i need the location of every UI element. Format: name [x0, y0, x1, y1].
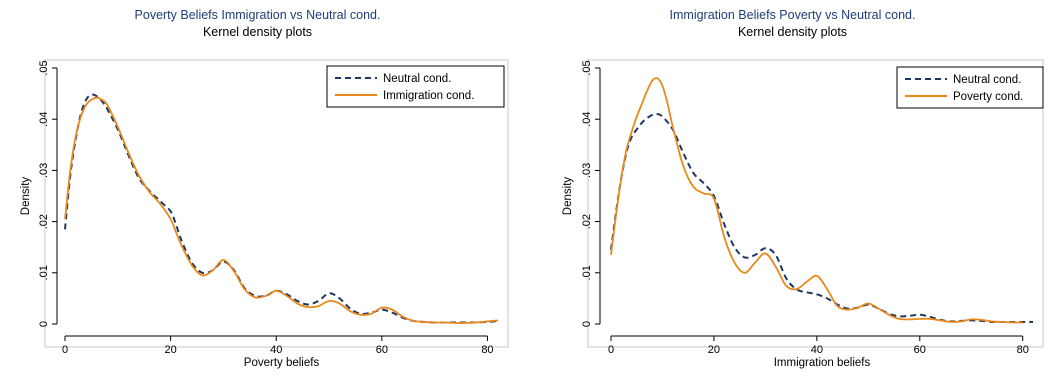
x-tick-label: 60	[376, 344, 388, 356]
x-tick-label: 80	[481, 344, 493, 356]
chart-subtitle: Kernel density plots	[202, 25, 313, 39]
y-axis-title: Density	[562, 177, 574, 216]
chart-plot: 0 .01 .02 .03 .04 .05 0 20 40 60 80 Immigration bel…	[562, 59, 1044, 369]
series-line	[64, 96, 499, 324]
x-tick-label: 40	[270, 344, 282, 356]
chart-subtitle: Kernel density plots	[737, 25, 848, 39]
x-axis-title: Immigration beliefs	[774, 357, 871, 369]
x-tick-label: 60	[914, 344, 926, 356]
chart-panel-right: Immigration Beliefs Poverty vs Neutral c…	[535, 0, 1050, 379]
legend-label: Neutral cond.	[953, 74, 1021, 86]
legend-label: Neutral cond.	[383, 73, 451, 85]
plot-area	[44, 59, 509, 348]
series-line	[610, 77, 1023, 324]
x-tick-label: 40	[811, 344, 823, 356]
legend-label: Immigration cond.	[383, 90, 474, 102]
legend-box	[896, 66, 1044, 109]
chart-title: Poverty Beliefs Immigration vs Neutral c…	[134, 8, 381, 22]
x-axis-title: Poverty beliefs	[244, 357, 320, 369]
y-axis-title: Density	[20, 177, 32, 216]
x-tick-label: 0	[608, 344, 614, 356]
y-tick-label: .04	[581, 112, 593, 127]
y-tick-label: .04	[38, 112, 50, 127]
chart-panel-left: Poverty Beliefs Immigration vs Neutral c…	[0, 0, 515, 379]
legend-label: Poverty cond.	[953, 91, 1023, 103]
y-tick-label: .01	[581, 265, 593, 280]
legend-box	[326, 65, 505, 108]
chart-plot: 0 .01 .02 .03 .04 .05 0 20 40 60 80 Poverty beliefs…	[20, 59, 509, 369]
x-tick-label: 80	[1017, 344, 1029, 356]
x-tick-label: 20	[708, 344, 720, 356]
chart-title: Immigration Beliefs Poverty vs Neutral c…	[669, 8, 916, 22]
y-tick-label: .03	[38, 163, 50, 178]
y-tick-label: .02	[581, 214, 593, 229]
x-tick-label: 0	[62, 344, 68, 356]
y-tick-label: 0	[581, 321, 593, 327]
x-tick-label: 20	[164, 344, 176, 356]
y-tick-label: .05	[581, 60, 593, 75]
y-tick-label: .02	[38, 214, 50, 229]
y-tick-label: 0	[38, 321, 50, 327]
y-tick-label: .01	[38, 265, 50, 280]
y-tick-label: .03	[581, 163, 593, 178]
y-tick-label: .05	[38, 60, 50, 75]
